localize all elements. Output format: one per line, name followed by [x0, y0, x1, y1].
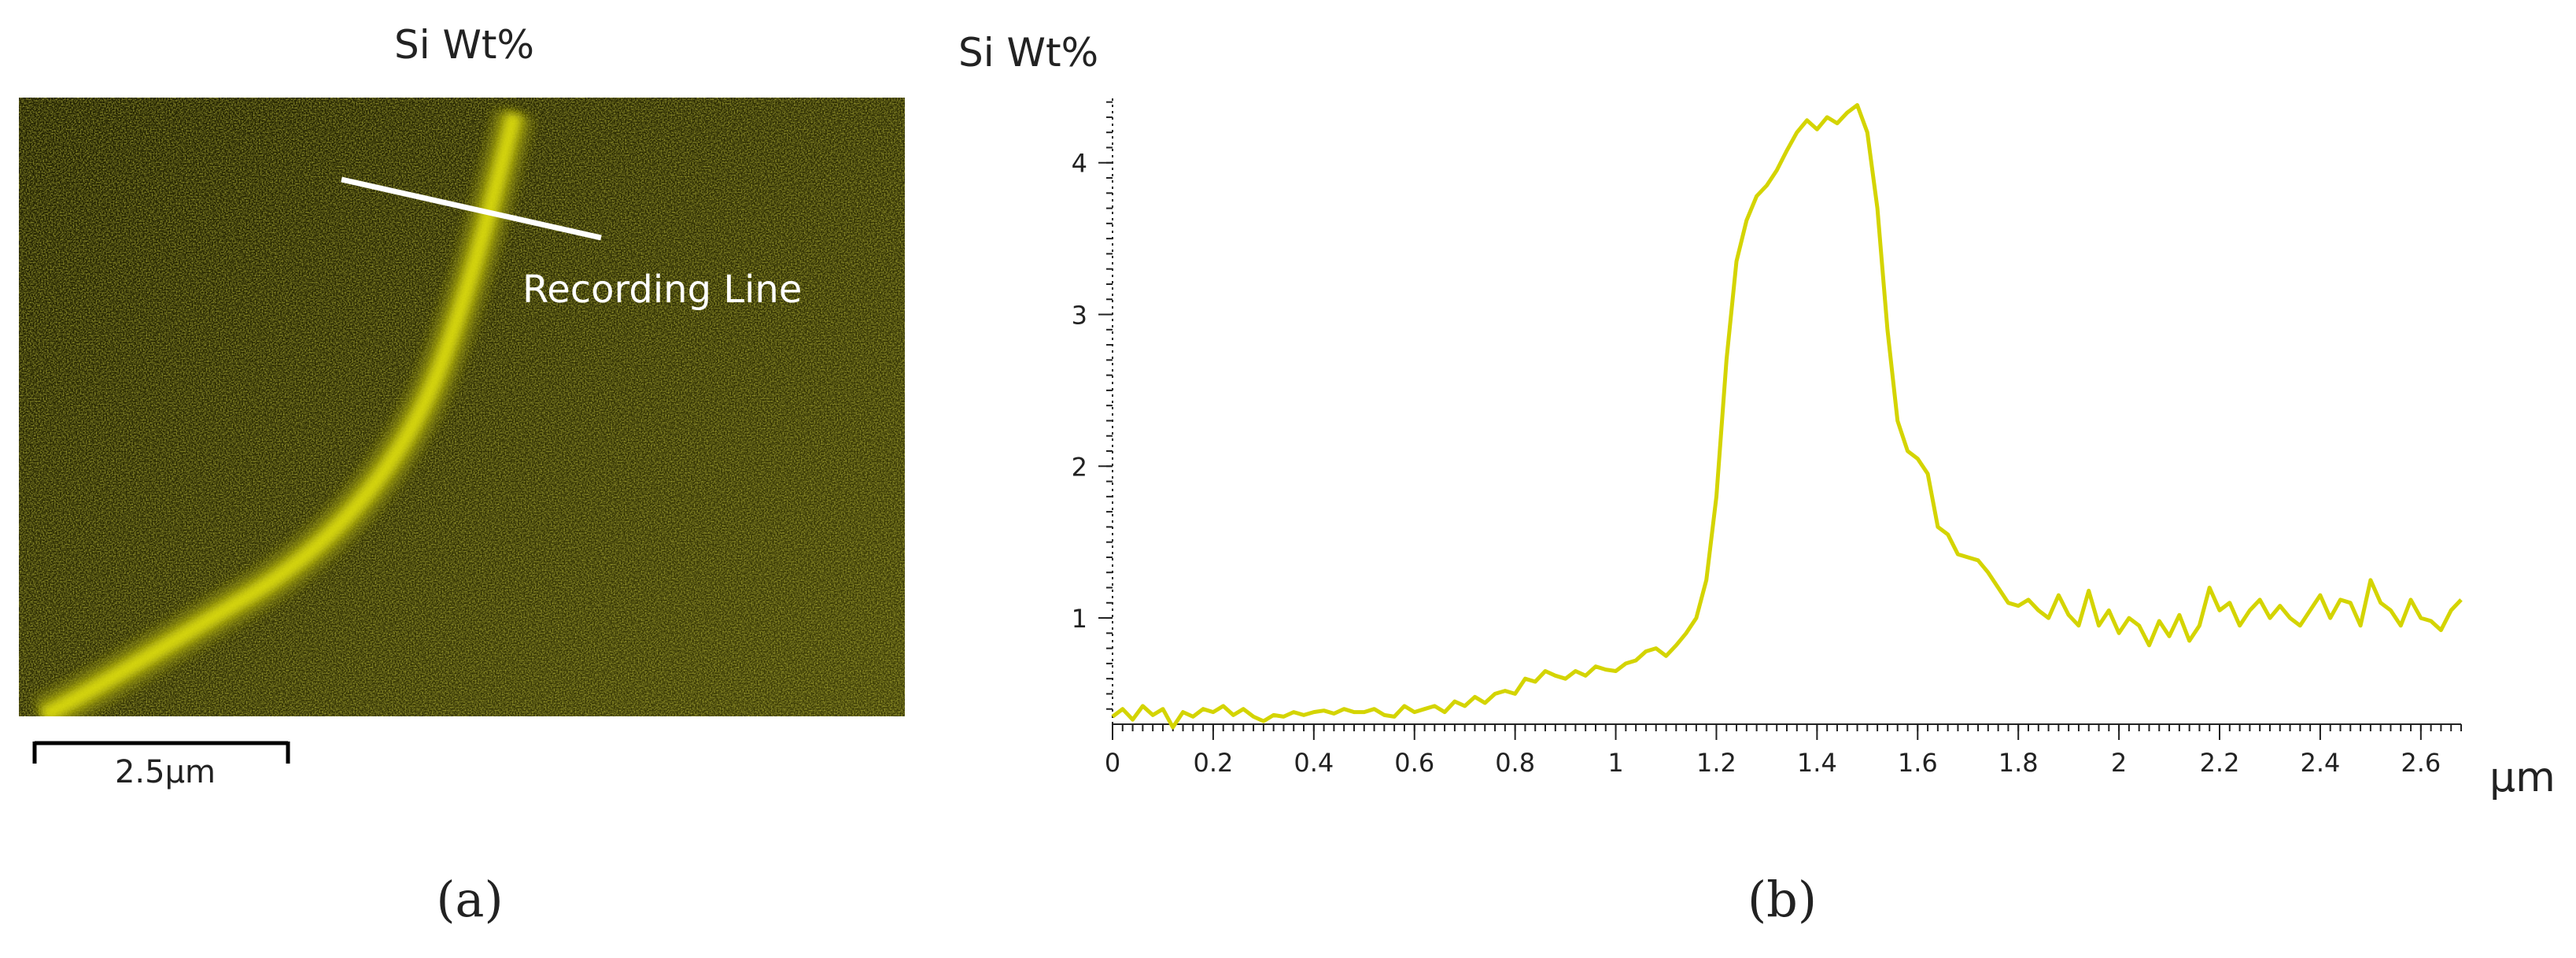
x-tick-label: 1.2 — [1696, 748, 1736, 778]
x-tick-label: 2.4 — [2300, 748, 2340, 778]
y-ticks: 1 2 3 4 — [1072, 101, 1113, 710]
axes — [1112, 94, 2461, 725]
x-tick-label: 2.6 — [2401, 748, 2441, 778]
series-layer — [1111, 103, 2463, 730]
x-tick-label: 1.6 — [1898, 748, 1938, 778]
x-tick-label: 0 — [1105, 748, 1120, 778]
series-line — [1111, 103, 2463, 730]
x-tick-label: 0.2 — [1193, 748, 1233, 778]
x-axis-label: µm — [2489, 754, 2556, 801]
x-tick-label: 0.8 — [1495, 748, 1535, 778]
x-tick-label: 2.2 — [2200, 748, 2240, 778]
x-tick-label: 0.4 — [1294, 748, 1334, 778]
si-element-map — [19, 98, 905, 716]
x-tick-label: 1 — [1607, 748, 1623, 778]
y-tick-label: 1 — [1072, 604, 1087, 634]
x-tick-label: 2 — [2111, 748, 2127, 778]
scale-bar — [32, 741, 290, 764]
x-tick-label: 1.4 — [1797, 748, 1837, 778]
x-tick-label: 1.8 — [1998, 748, 2039, 778]
recording-line-label: Recording Line — [522, 268, 803, 312]
x-ticks: 0 0.2 0.4 0.6 0.8 1 1.2 1.4 1.6 1.8 2 2.2 2.4 2.6 — [1105, 724, 2462, 778]
y-tick-label: 3 — [1072, 301, 1087, 331]
y-axis-label: Si Wt% — [958, 30, 1099, 76]
recording-line — [341, 176, 602, 241]
y-tick-label: 2 — [1072, 452, 1087, 482]
caption-a: (a) — [436, 871, 504, 928]
x-tick-label: 0.6 — [1394, 748, 1434, 778]
scale-bar-label: 2.5µm — [114, 754, 216, 790]
map-title: Si Wt% — [393, 22, 535, 68]
y-tick-label: 4 — [1072, 149, 1087, 179]
caption-b: (b) — [1747, 871, 1818, 928]
